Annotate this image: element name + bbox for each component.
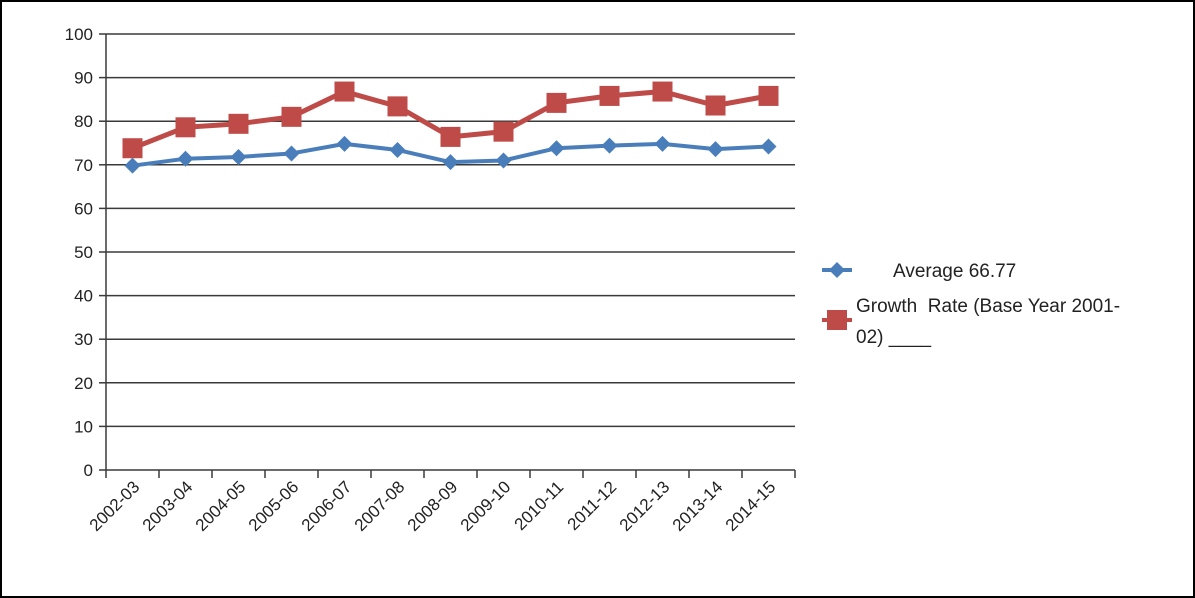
y-tick-label: 30 [74,330,93,349]
legend-marker [829,262,845,278]
diamond-marker [707,141,724,158]
y-tick-label: 40 [74,287,93,306]
square-marker [334,81,355,102]
x-tick-label: 2002-03 [86,477,144,535]
diamond-marker [283,145,300,162]
diamond-marker [230,148,247,165]
y-tick-label: 70 [74,156,93,175]
x-tick-label: 2013-14 [669,477,727,535]
diamond-marker [601,137,618,154]
diamond-marker [548,140,565,157]
legend-item-1: Average 66.77 [822,261,1016,282]
square-marker [652,81,673,102]
square-marker [493,121,514,142]
series [122,81,779,174]
square-marker [281,106,302,127]
y-tick-label: 50 [74,243,93,262]
legend-item-2: Growth Rate (Base Year 2001- 02) ____ [822,296,1120,348]
y-tick-label: 10 [74,417,93,436]
y-tick-label: 0 [84,461,93,480]
legend: Average 66.77 Growth Rate (Base Year 2001… [822,261,1120,348]
square-marker [705,95,726,116]
x-tick-label: 2007-08 [351,477,409,535]
legend-label: 02) ____ [856,327,931,348]
y-tick-label: 90 [74,69,93,88]
grid-lines [106,33,795,428]
x-tick-label: 2012-13 [616,477,674,535]
y-tick-label: 60 [74,199,93,218]
y-tick-label: 20 [74,374,93,393]
axes [99,33,796,478]
square-marker [546,92,567,113]
square-marker [440,126,461,147]
x-tick-label: 2011-12 [564,477,621,534]
square-marker [228,113,249,134]
diamond-marker [495,152,512,169]
legend-label: Growth Rate (Base Year 2001- [856,296,1120,317]
x-tick-label: 2005-06 [245,477,303,535]
diamond-marker [654,135,671,152]
diamond-marker [442,154,459,171]
square-marker [387,96,408,117]
square-marker [122,138,143,159]
square-marker [599,85,620,106]
x-tick-labels: 2002-032003-042004-052005-062006-072007-… [86,477,780,535]
diamond-marker [389,141,406,158]
diamond-marker [124,157,141,174]
diamond-marker [760,138,777,155]
x-tick-label: 2004-05 [192,477,250,535]
y-tick-labels: 0 10 20 30 40 50 60 70 80 90 100 [65,25,93,480]
x-tick-label: 2008-09 [404,477,462,535]
x-tick-label: 2003-04 [139,477,197,535]
x-tick-label: 2010-11 [511,477,568,534]
x-tick-label: 2009-10 [457,477,515,535]
series-1 [124,135,777,174]
legend-marker [827,310,847,330]
y-tick-label: 80 [74,112,93,131]
diamond-marker [336,135,353,152]
square-marker [175,117,196,138]
y-tick-label: 100 [65,25,93,44]
series-2 [122,81,779,159]
x-tick-label: 2006-07 [298,477,356,535]
legend-label: Average 66.77 [893,261,1016,282]
square-marker [758,85,779,106]
x-tick-label: 2014-15 [722,477,780,535]
diamond-marker [177,150,194,167]
